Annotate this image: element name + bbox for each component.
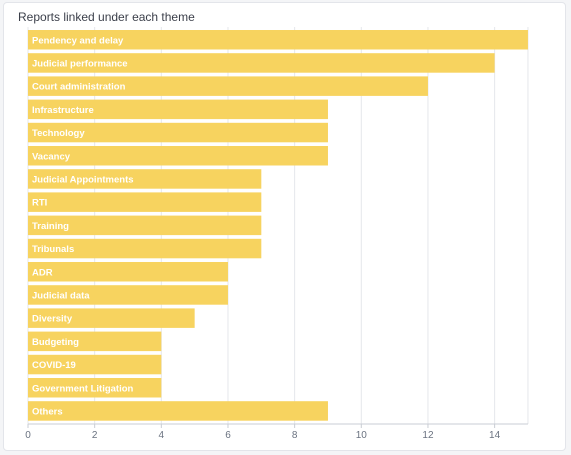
- bar: [28, 30, 528, 50]
- bar: [28, 308, 195, 328]
- bar: [28, 262, 228, 282]
- x-tick-label: 10: [356, 430, 368, 441]
- bar: [28, 99, 328, 120]
- bar: [28, 238, 262, 259]
- bar: [28, 401, 328, 421]
- x-tick-label: 0: [25, 430, 31, 441]
- bar: [28, 146, 328, 166]
- bar-label: COVID-19: [32, 360, 76, 371]
- bar-label: Judicial Appointments: [32, 174, 134, 185]
- bar: [28, 215, 262, 236]
- bar-label: Infrastructure: [32, 105, 94, 116]
- x-tick-label: 2: [92, 430, 98, 441]
- bar-label: ADR: [32, 267, 53, 278]
- bar-label: RTI: [32, 198, 47, 209]
- bar-label: Budgeting: [32, 337, 79, 348]
- bar-label: Judicial data: [32, 290, 90, 301]
- bar: [28, 331, 162, 352]
- x-tick-label: 8: [292, 430, 298, 441]
- bar-label: Diversity: [32, 314, 73, 325]
- bar: [28, 53, 495, 73]
- bar: [28, 169, 262, 189]
- chart-title: Reports linked under each theme: [18, 10, 195, 24]
- bar: [28, 378, 162, 398]
- bar: [28, 122, 328, 143]
- bar-label: Others: [32, 406, 63, 417]
- bar-label: Technology: [32, 128, 85, 139]
- x-tick-label: 4: [159, 430, 165, 441]
- x-tick-label: 12: [422, 430, 434, 441]
- bar-label: Court administration: [32, 82, 126, 93]
- bar-label: Vacancy: [32, 151, 71, 162]
- bar: [28, 354, 162, 375]
- x-axis: 0 2 4 6 8 10 12 14: [25, 423, 528, 441]
- x-tick-label: 6: [225, 430, 231, 441]
- bar-label: Government Litigation: [32, 383, 134, 394]
- bars: Pendency and delay Judicial performance Co…: [28, 30, 528, 421]
- bar-label: Tribunals: [32, 244, 74, 255]
- bar-label: Pendency and delay: [32, 35, 124, 46]
- bar: [28, 192, 262, 212]
- bar: [28, 76, 428, 96]
- bar-label: Judicial performance: [32, 58, 128, 69]
- x-tick-label: 14: [489, 430, 501, 441]
- bar: [28, 285, 228, 305]
- bar-label: Training: [32, 221, 69, 232]
